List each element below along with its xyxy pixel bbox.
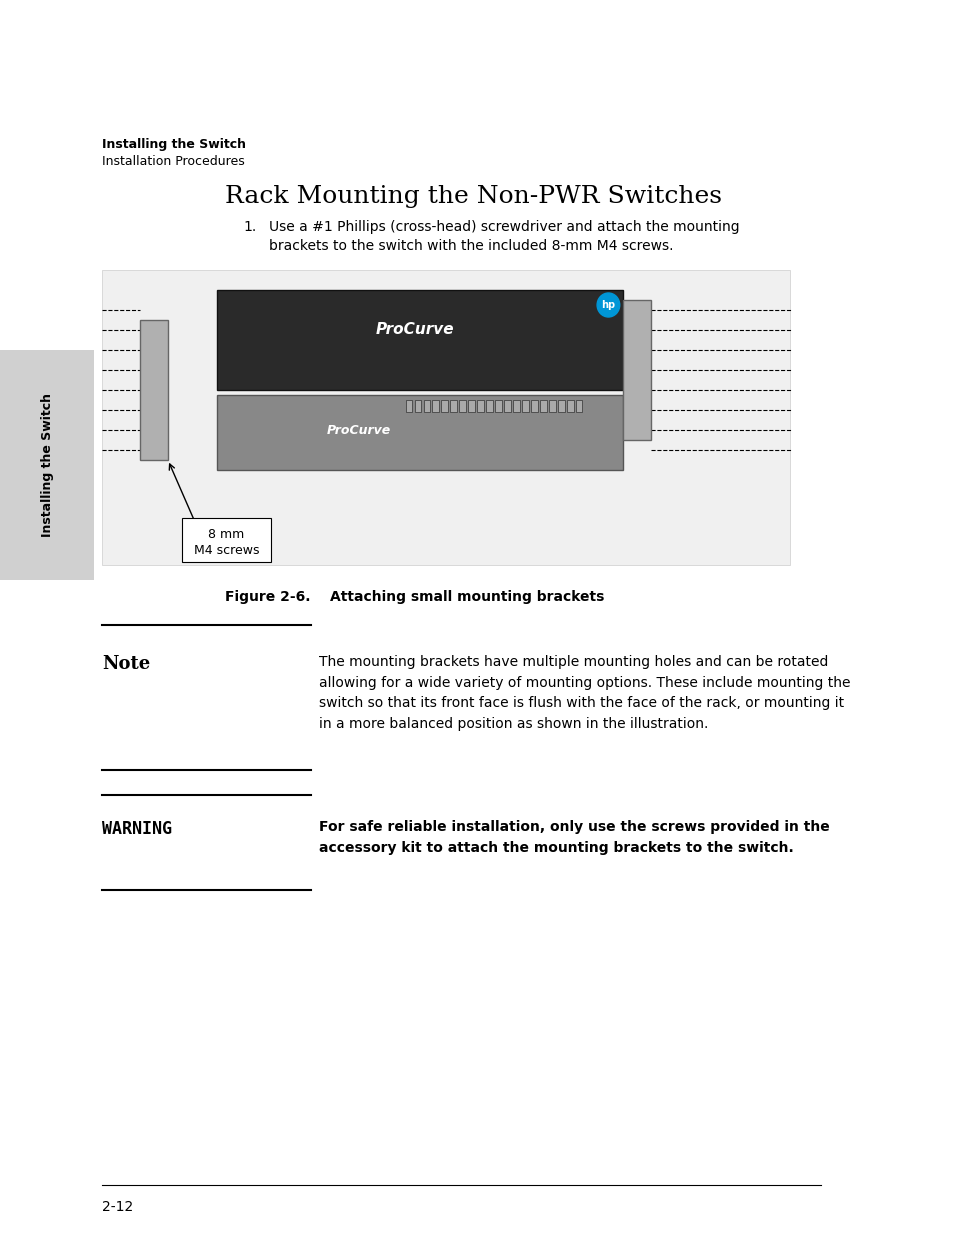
Text: Note: Note <box>102 655 150 673</box>
FancyBboxPatch shape <box>468 400 475 412</box>
Text: Installation Procedures: Installation Procedures <box>102 156 244 168</box>
FancyBboxPatch shape <box>102 270 790 564</box>
Text: Use a #1 Phillips (cross-head) screwdriver and attach the mounting
brackets to t: Use a #1 Phillips (cross-head) screwdriv… <box>269 220 739 253</box>
FancyBboxPatch shape <box>486 400 493 412</box>
Circle shape <box>597 293 619 317</box>
FancyBboxPatch shape <box>139 320 168 459</box>
Text: Installing the Switch: Installing the Switch <box>102 138 246 151</box>
FancyBboxPatch shape <box>539 400 546 412</box>
FancyBboxPatch shape <box>531 400 537 412</box>
FancyBboxPatch shape <box>558 400 564 412</box>
FancyBboxPatch shape <box>423 400 430 412</box>
FancyBboxPatch shape <box>476 400 483 412</box>
FancyBboxPatch shape <box>216 290 622 390</box>
FancyBboxPatch shape <box>182 517 271 562</box>
FancyBboxPatch shape <box>415 400 420 412</box>
FancyBboxPatch shape <box>513 400 519 412</box>
FancyBboxPatch shape <box>432 400 438 412</box>
Text: WARNING: WARNING <box>102 820 172 839</box>
FancyBboxPatch shape <box>521 400 528 412</box>
FancyBboxPatch shape <box>548 400 555 412</box>
FancyBboxPatch shape <box>450 400 456 412</box>
FancyBboxPatch shape <box>441 400 448 412</box>
Text: 1.: 1. <box>243 220 256 233</box>
Text: For safe reliable installation, only use the screws provided in the
accessory ki: For safe reliable installation, only use… <box>318 820 829 855</box>
FancyBboxPatch shape <box>216 395 622 471</box>
FancyBboxPatch shape <box>576 400 582 412</box>
FancyBboxPatch shape <box>495 400 501 412</box>
FancyBboxPatch shape <box>459 400 465 412</box>
Text: ProCurve: ProCurve <box>375 322 454 337</box>
Text: Figure 2-6.    Attaching small mounting brackets: Figure 2-6. Attaching small mounting bra… <box>224 590 603 604</box>
Text: hp: hp <box>600 300 615 310</box>
Text: Installing the Switch: Installing the Switch <box>41 393 53 537</box>
FancyBboxPatch shape <box>566 400 573 412</box>
Text: Rack Mounting the Non-PWR Switches: Rack Mounting the Non-PWR Switches <box>224 185 720 207</box>
Text: M4 screws: M4 screws <box>193 543 259 557</box>
Text: ProCurve: ProCurve <box>326 424 390 436</box>
FancyBboxPatch shape <box>0 350 94 580</box>
Text: The mounting brackets have multiple mounting holes and can be rotated
allowing f: The mounting brackets have multiple moun… <box>318 655 849 731</box>
Text: 2-12: 2-12 <box>102 1200 133 1214</box>
FancyBboxPatch shape <box>622 300 650 440</box>
FancyBboxPatch shape <box>504 400 510 412</box>
FancyBboxPatch shape <box>405 400 412 412</box>
Text: 8 mm: 8 mm <box>208 529 244 541</box>
